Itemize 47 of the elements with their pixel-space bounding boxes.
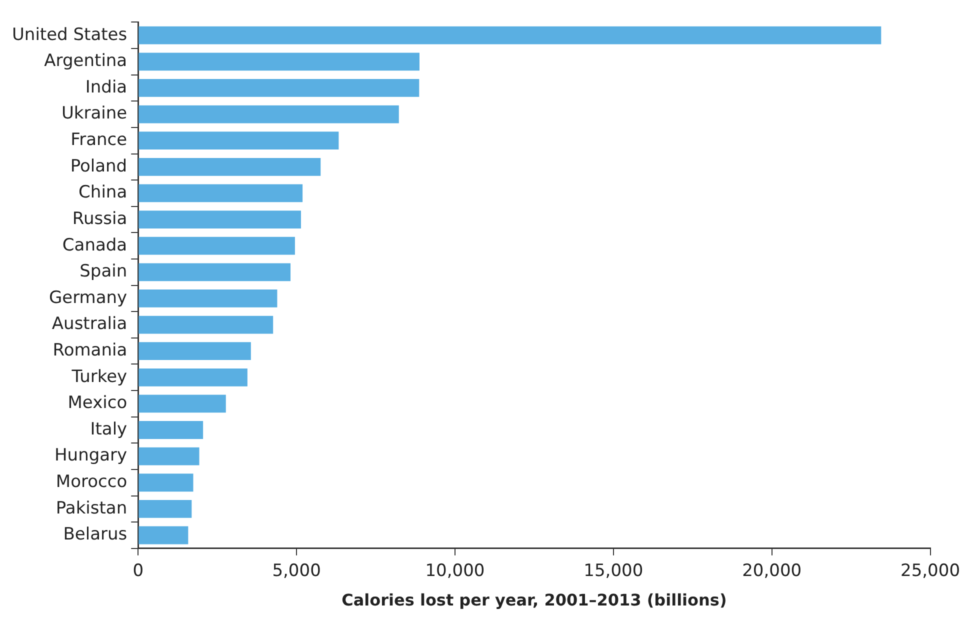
bar: [138, 500, 192, 518]
x-axis-title: Calories lost per year, 2001–2013 (billions): [342, 590, 727, 610]
y-tick-label: Belarus: [63, 524, 128, 545]
y-tick-label: Russia: [72, 208, 128, 229]
y-tick-label: France: [70, 130, 128, 150]
x-tick-label: 5,000: [272, 561, 321, 582]
y-tick-label: Romania: [52, 340, 128, 360]
bar: [138, 105, 399, 124]
y-tick-label: Italy: [90, 419, 128, 440]
bar: [138, 394, 226, 413]
bar: [138, 79, 420, 97]
bar: [138, 132, 339, 150]
y-tick-label: China: [78, 182, 128, 203]
bar: [138, 52, 420, 71]
y-tick-label: Poland: [70, 156, 128, 176]
x-tick-label: 10,000: [425, 561, 485, 582]
bar: [138, 263, 291, 282]
bar: [138, 316, 274, 334]
bar: [138, 368, 248, 386]
bar: [138, 421, 204, 439]
bar: [138, 210, 301, 228]
y-tick-label: Ukraine: [61, 104, 128, 124]
y-tick-label: Argentina: [44, 51, 128, 72]
y-tick-label: United States: [12, 24, 128, 45]
y-tick-label: Pakistan: [56, 498, 128, 518]
bar: [138, 184, 303, 202]
y-tick-label: Canada: [62, 235, 128, 256]
y-tick-label: Mexico: [68, 393, 128, 414]
y-tick-label: Turkey: [70, 366, 128, 387]
x-tick-label: 0: [132, 561, 144, 582]
bar: [138, 342, 251, 360]
bar: [138, 526, 188, 544]
y-tick-label: Spain: [80, 262, 128, 282]
bar: [138, 26, 882, 44]
y-tick-label: Hungary: [54, 446, 128, 466]
bar: [138, 447, 200, 466]
x-tick-label: 25,000: [900, 561, 960, 582]
bar: [138, 236, 295, 255]
bar: [138, 290, 278, 308]
bar: [138, 158, 321, 176]
y-tick-label: Australia: [52, 314, 128, 334]
x-tick-label: 20,000: [742, 561, 802, 582]
x-tick-label: 15,000: [584, 561, 644, 582]
y-tick-label: Germany: [48, 288, 128, 308]
y-tick-label: Morocco: [56, 472, 128, 492]
y-tick-label: India: [85, 77, 128, 98]
bar: [138, 474, 194, 492]
